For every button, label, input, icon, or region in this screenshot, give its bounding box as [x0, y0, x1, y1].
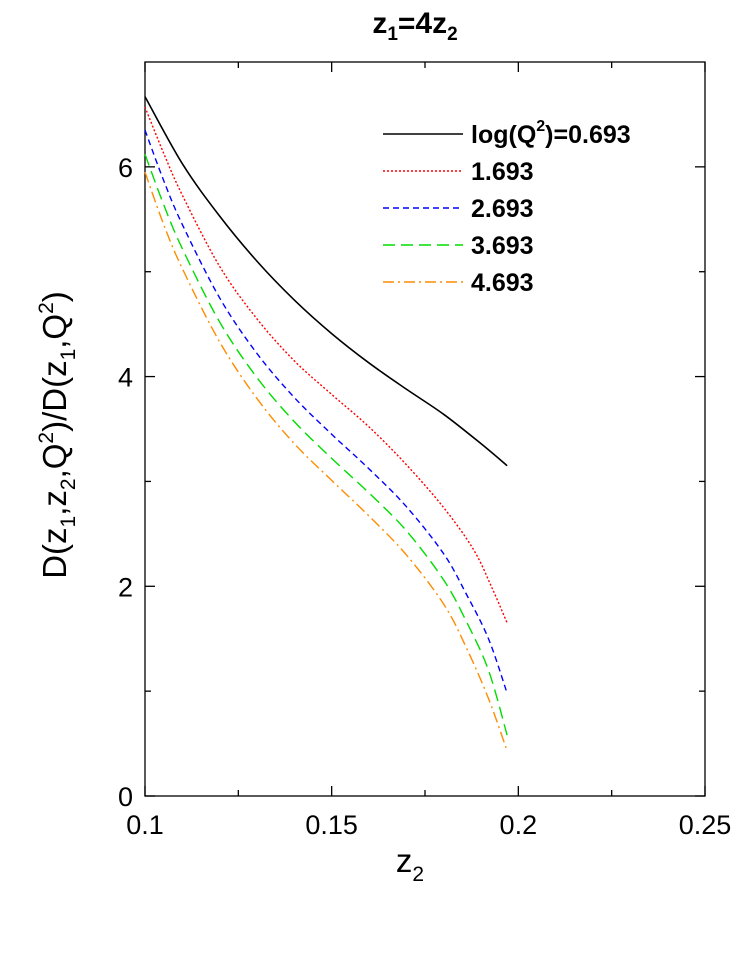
legend-label-1: 1.693 [471, 158, 534, 186]
y-tick-label: 0 [118, 782, 133, 812]
x-tick-label: 0.15 [305, 810, 358, 840]
series-lines [144, 96, 508, 752]
legend-label-0: log(Q2)=0.693 [471, 118, 631, 149]
x-axis-label: z2 [396, 842, 424, 886]
legend-label-2: 2.693 [471, 195, 534, 223]
series-line-1 [144, 106, 508, 624]
y-axis-label: D(z1,z2,Q2)/D(z1,Q2) [35, 291, 80, 579]
legend: log(Q2)=0.693 1.693 2.693 3.693 4.693 [383, 118, 631, 297]
y-tick-label: 6 [118, 153, 133, 183]
y-tick-label: 4 [118, 363, 133, 393]
series-line-4 [144, 171, 508, 752]
y-tick-label: 2 [118, 572, 133, 602]
chart-title: z1=4z2 [372, 7, 457, 45]
legend-label-4: 4.693 [471, 269, 534, 297]
axis-ticks: 0.1 0.15 0.2 0.25 0 2 4 6 [118, 62, 731, 840]
x-tick-label: 0.2 [500, 810, 538, 840]
series-line-3 [144, 154, 508, 736]
x-tick-label: 0.25 [679, 810, 732, 840]
legend-label-3: 3.693 [471, 232, 534, 260]
plot-frame [144, 61, 706, 797]
series-line-2 [144, 129, 508, 694]
x-tick-label: 0.1 [126, 810, 164, 840]
series-line-0 [144, 96, 508, 467]
